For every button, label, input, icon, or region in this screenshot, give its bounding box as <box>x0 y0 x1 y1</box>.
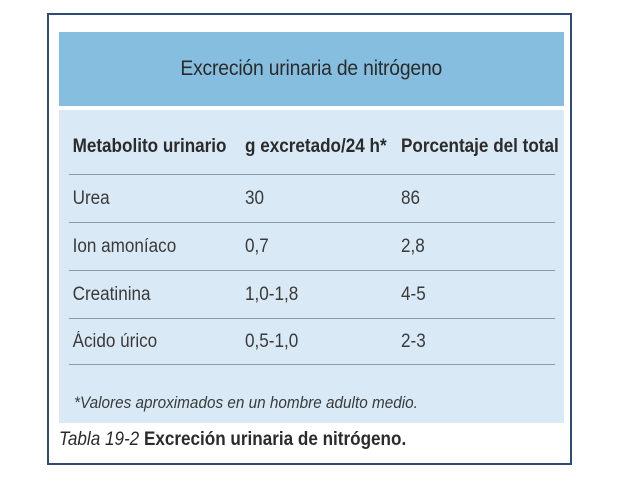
cell-metabolito: Creatinina <box>72 283 151 305</box>
cell-excretado: 1,0-1,8 <box>245 283 299 305</box>
header-excretado: g excretado/24 h* <box>245 135 387 157</box>
cell-metabolito: Ácido úrico <box>72 330 158 352</box>
cell-excretado: 0,5-1,0 <box>245 330 299 352</box>
table-row: Ácido úrico 0,5-1,0 2-3 <box>69 319 555 365</box>
data-table: Metabolito urinario g excretado/24 h* Po… <box>59 110 564 423</box>
header-metabolito: Metabolito urinario <box>72 135 227 157</box>
cell-porcentaje: 86 <box>401 187 421 209</box>
table-row: Urea 30 86 <box>69 175 555 223</box>
table-title: Excreción urinaria de nitrógeno <box>180 57 443 80</box>
cell-porcentaje: 2,8 <box>401 235 425 257</box>
caption-number: Tabla 19-2 <box>59 429 140 450</box>
cell-metabolito: Ion amoníaco <box>72 235 177 257</box>
table-row: Ion amoníaco 0,7 2,8 <box>69 223 555 271</box>
header-porcentaje: Porcentaje del total <box>401 135 559 157</box>
cell-excretado: 30 <box>245 187 265 209</box>
cell-metabolito: Urea <box>72 187 110 209</box>
figure-caption: Tabla 19-2 Excreción urinaria de nitróge… <box>59 429 406 451</box>
table-header-row: Metabolito urinario g excretado/24 h* Po… <box>69 119 559 175</box>
cell-excretado: 0,7 <box>245 235 269 257</box>
table-grid: Metabolito urinario g excretado/24 h* Po… <box>69 119 559 365</box>
cell-porcentaje: 4-5 <box>401 283 426 305</box>
table-row: Creatinina 1,0-1,8 4-5 <box>69 271 555 319</box>
table-title-band: Excreción urinaria de nitrógeno <box>59 32 564 106</box>
figure-frame: Excreción urinaria de nitrógeno Metaboli… <box>47 13 572 465</box>
table-footnote: *Valores aproximados en un hombre adulto… <box>74 393 418 412</box>
cell-porcentaje: 2-3 <box>401 330 426 352</box>
caption-text: Excreción urinaria de nitrógeno. <box>143 429 407 450</box>
